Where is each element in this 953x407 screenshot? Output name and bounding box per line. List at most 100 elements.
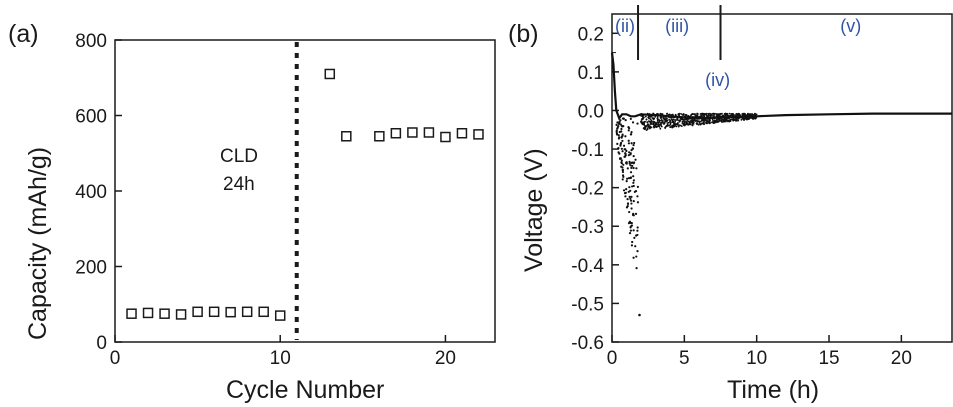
voltage-scatter-point <box>738 112 741 115</box>
voltage-scatter-point <box>624 155 627 158</box>
voltage-scatter-point <box>665 125 667 128</box>
voltage-scatter-point <box>634 234 638 237</box>
voltage-scatter-point <box>621 150 624 153</box>
voltage-scatter-point <box>630 221 633 225</box>
voltage-scatter-point <box>717 113 720 116</box>
voltage-scatter-point <box>686 123 688 126</box>
panel-a-y-axis-title: Capacity (mAh/g) <box>24 147 52 340</box>
voltage-scatter-point <box>632 181 635 184</box>
voltage-scatter-point <box>643 124 646 126</box>
voltage-scatter-point <box>641 115 644 118</box>
panel-b: (b) 0 5 10 15 20 0.2 0.1 0.0 -0.1 -0.2 -0.3 -0.4 -0.… <box>508 5 953 404</box>
voltage-scatter-point <box>691 122 694 125</box>
voltage-scatter-point <box>713 115 715 117</box>
voltage-scatter-point <box>685 121 687 124</box>
capacity-point <box>126 308 137 319</box>
panel-a-y-tick-label: 400 <box>75 182 107 203</box>
voltage-scatter-point <box>617 151 620 154</box>
capacity-point <box>456 127 468 139</box>
voltage-scatter-point <box>706 119 709 121</box>
voltage-scatter-point <box>669 119 672 122</box>
panel-b-voltage-line <box>610 52 952 121</box>
panel-b-y-tick-label: -0.2 <box>571 179 604 200</box>
voltage-scatter-point <box>682 113 685 115</box>
voltage-scatter-point <box>620 130 623 133</box>
panel-a-x-tick-label: 10 <box>270 348 291 369</box>
voltage-scatter-point <box>635 255 638 258</box>
voltage-scatter-point <box>619 144 622 147</box>
voltage-scatter-point <box>630 202 633 205</box>
capacity-point <box>407 127 418 138</box>
voltage-scatter-point <box>732 119 735 122</box>
voltage-scatter-point <box>626 198 629 201</box>
voltage-scatter-point <box>618 136 621 139</box>
voltage-scatter-point <box>666 112 669 115</box>
voltage-scatter-point <box>683 122 686 125</box>
voltage-scatter-point <box>650 126 653 129</box>
voltage-scatter-point <box>667 121 670 124</box>
voltage-scatter-point <box>618 157 622 161</box>
voltage-scatter-point <box>715 120 718 123</box>
voltage-scatter-point <box>644 127 647 130</box>
voltage-scatter-point <box>625 149 628 153</box>
voltage-scatter-point <box>705 114 708 116</box>
voltage-scatter-point <box>683 119 686 121</box>
voltage-scatter-point <box>627 139 630 142</box>
voltage-scatter-point <box>630 131 633 134</box>
voltage-scatter-point <box>741 113 744 116</box>
voltage-scatter-point <box>748 113 751 116</box>
voltage-scatter-point <box>629 152 632 155</box>
voltage-scatter-point <box>726 114 728 117</box>
voltage-scatter-point <box>617 122 621 126</box>
voltage-scatter-point <box>653 123 655 126</box>
capacity-point <box>192 306 203 318</box>
voltage-scatter-point <box>702 121 705 124</box>
voltage-scatter-point <box>656 116 659 118</box>
voltage-scatter-point <box>669 121 672 124</box>
voltage-scatter-point <box>622 117 625 120</box>
voltage-scatter-point <box>669 125 672 128</box>
voltage-scatter-point <box>640 120 642 123</box>
voltage-scatter-point <box>632 175 635 178</box>
voltage-scatter-point <box>682 120 685 123</box>
voltage-scatter-point <box>647 120 650 123</box>
voltage-scatter-point <box>668 124 671 127</box>
voltage-scatter-point <box>672 125 675 128</box>
voltage-scatter-point <box>628 151 631 154</box>
voltage-scatter-point <box>620 159 623 162</box>
capacity-point <box>423 127 435 138</box>
voltage-scatter-point <box>659 116 662 119</box>
voltage-scatter-point <box>689 123 692 126</box>
voltage-scatter-point <box>636 185 639 188</box>
voltage-scatter-point <box>708 112 711 115</box>
voltage-scatter-point <box>723 119 726 121</box>
voltage-scatter-point <box>656 117 659 120</box>
voltage-scatter-point <box>622 125 625 128</box>
capacity-point <box>258 306 269 318</box>
voltage-scatter-point <box>709 119 711 121</box>
voltage-scatter-point <box>636 229 639 232</box>
voltage-scatter-point <box>619 119 622 122</box>
voltage-scatter-point <box>643 121 646 123</box>
voltage-scatter-point <box>725 118 728 121</box>
panel-a-ticks <box>114 39 447 343</box>
panel-a-data-points <box>126 68 484 321</box>
voltage-scatter-point <box>635 167 638 170</box>
voltage-scatter-point <box>753 113 756 116</box>
voltage-scatter-point <box>664 116 667 119</box>
voltage-scatter-point <box>631 185 634 188</box>
voltage-scatter-point <box>622 163 625 166</box>
panel-b-y-axis-title: Voltage (V) <box>520 148 548 272</box>
voltage-scatter-point <box>711 112 714 115</box>
voltage-scatter-point <box>631 147 635 150</box>
voltage-scatter-point <box>712 122 715 124</box>
voltage-scatter-point <box>634 245 637 248</box>
voltage-scatter-point <box>636 122 639 125</box>
capacity-point <box>175 309 187 320</box>
voltage-scatter-point <box>644 115 647 118</box>
voltage-scatter-point <box>693 113 696 116</box>
voltage-scatter-point <box>620 165 623 168</box>
voltage-scatter-point <box>658 121 661 123</box>
voltage-scatter-point <box>632 229 635 232</box>
